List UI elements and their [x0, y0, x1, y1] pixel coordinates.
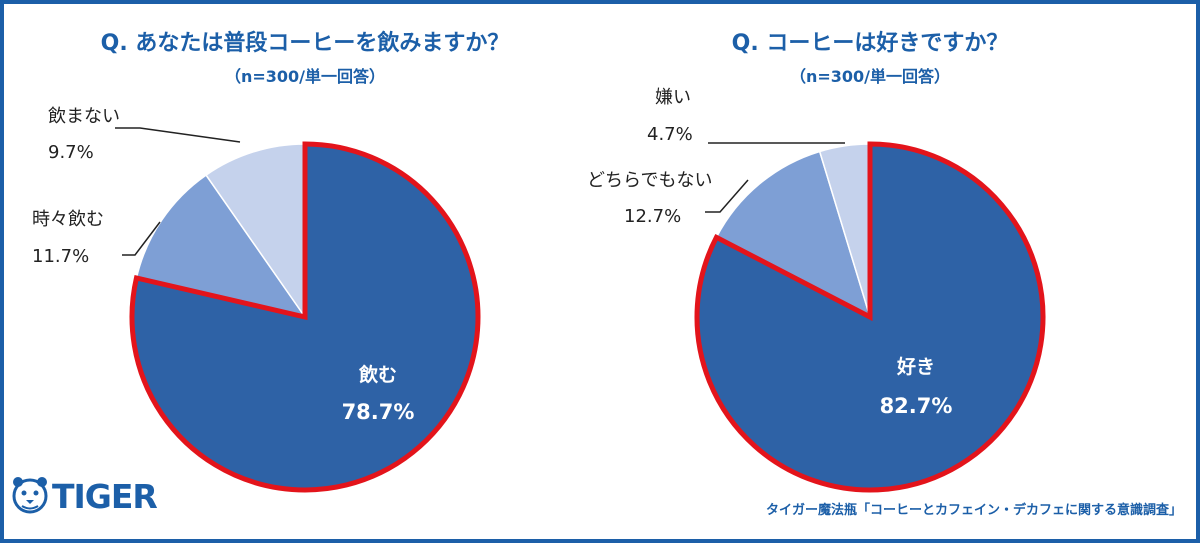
chart1-pie: [129, 141, 481, 493]
chart1-title: Q. あなたは普段コーヒーを飲みますか？: [101, 30, 510, 56]
tiger-face-icon: [12, 477, 48, 514]
chart1-slice-nomanai: [205, 143, 306, 320]
chart1-slice-tokidoki: [135, 174, 307, 319]
chart2-leader-line-dochira: [705, 179, 749, 213]
chart1-leader-line-tokidoki: [122, 221, 161, 256]
chart2-label-kirai: 嫌い: [655, 87, 691, 108]
source-note: タイガー魔法瓶「コーヒーとカフェイン・デカフェに関する意識調査」: [766, 502, 1182, 518]
chart2-title: Q. コーヒーは好きですか？: [732, 30, 1009, 56]
chart1-leader-line-nomanai: [115, 127, 241, 143]
chart1-label-tokidoki: 時々飲む: [32, 209, 104, 230]
chart2-pct-suki: 82.7%: [880, 394, 953, 418]
chart2-subtitle: （n=300/単一回答）: [790, 67, 950, 86]
chart2-pct-kirai: 4.7%: [647, 124, 693, 145]
chart1-pct-nomu: 78.7%: [342, 400, 415, 424]
chart1-subtitle: （n=300/単一回答）: [225, 67, 385, 86]
chart1-pct-nomanai: 9.7%: [48, 142, 94, 163]
chart1-highlight-outline: [129, 141, 481, 493]
brand-logo-text: TIGER: [52, 477, 157, 516]
chart2-highlight-outline: [694, 141, 1046, 493]
chart2-pie: [694, 141, 1046, 493]
chart1-label-nomanai: 飲まない: [48, 106, 120, 127]
chart1-pct-tokidoki: 11.7%: [32, 246, 89, 267]
chart2-label-suki: 好き: [896, 355, 935, 378]
chart2-label-dochira: どちらでもない: [587, 170, 712, 191]
chart1-label-nomu: 飲む: [358, 363, 397, 386]
chart2-pct-dochira: 12.7%: [624, 206, 681, 227]
